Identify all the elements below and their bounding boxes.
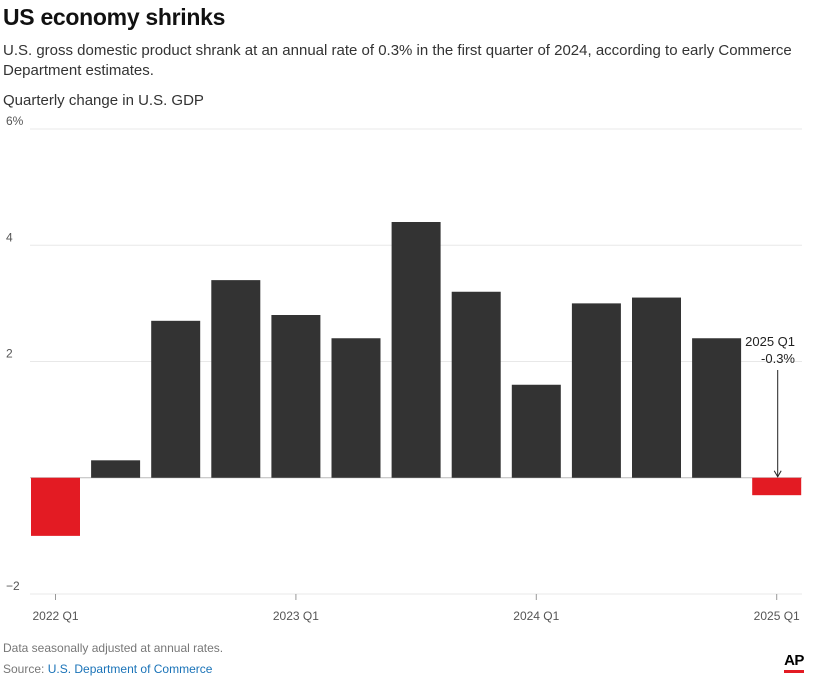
- bar-2024-q4: [692, 338, 742, 478]
- bar-2024-q1: [511, 384, 561, 478]
- ap-logo: AP: [784, 653, 804, 673]
- bar-2022-q3: [151, 320, 201, 478]
- bar-2023-q2: [331, 338, 381, 478]
- bar-2023-q3: [391, 222, 441, 478]
- x-tick-label: 2024 Q1: [513, 609, 559, 623]
- source-line: Source: U.S. Department of Commerce: [3, 662, 212, 676]
- y-tick-label: −2: [6, 579, 20, 593]
- bar-2024-q3: [632, 297, 681, 478]
- chart-label: Quarterly change in U.S. GDP: [3, 92, 204, 109]
- chart-subtitle: U.S. gross domestic product shrank at an…: [3, 42, 792, 79]
- x-tick-label: 2025 Q1: [754, 609, 800, 623]
- annotation-value: -0.3%: [761, 351, 795, 366]
- source-prefix: Source:: [3, 662, 48, 676]
- source-link[interactable]: U.S. Department of Commerce: [47, 662, 213, 676]
- y-tick-label: 6%: [6, 114, 24, 128]
- bar-2022-q2: [91, 460, 141, 478]
- ap-logo-text: AP: [784, 652, 804, 669]
- bar-2025-q1: [752, 477, 802, 496]
- chart-title: US economy shrinks: [3, 4, 226, 30]
- gdp-bar-chart: 6% 4 2 −2 2022 Q1 2023 Q1 2024 Q1 2025 Q1 2025 Q…: [6, 114, 802, 623]
- annotation-arrowhead: [773, 470, 782, 478]
- bar-2024-q2: [571, 303, 621, 478]
- footnote: Data seasonally adjusted at annual rates…: [3, 641, 224, 655]
- x-tick-label: 2022 Q1: [32, 609, 78, 623]
- y-tick-label: 2: [6, 347, 13, 361]
- annotation-label: 2025 Q1: [745, 334, 795, 349]
- bar-2023-q4: [451, 291, 501, 478]
- bar-2022-q1: [31, 477, 80, 536]
- y-tick-label: 4: [6, 230, 13, 244]
- bar-2022-q4: [211, 280, 261, 478]
- x-tick-label: 2023 Q1: [273, 609, 319, 623]
- bar-2023-q1: [271, 315, 321, 478]
- ap-logo-bar: [784, 670, 804, 673]
